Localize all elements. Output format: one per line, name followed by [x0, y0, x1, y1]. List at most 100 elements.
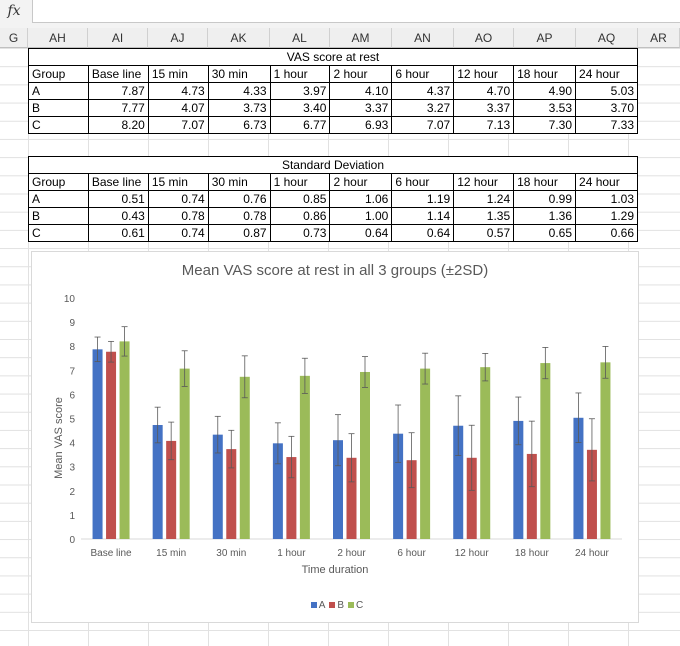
value-cell[interactable]: 8.20: [87, 116, 149, 134]
value-cell[interactable]: 6.77: [269, 116, 331, 134]
value-cell[interactable]: 1.14: [391, 207, 455, 225]
value-cell[interactable]: 0.87: [207, 224, 271, 242]
value-cell[interactable]: 3.70: [575, 99, 638, 117]
value-cell[interactable]: 1.35: [453, 207, 515, 225]
header-cell[interactable]: 1 hour: [269, 173, 331, 191]
value-cell[interactable]: 0.76: [207, 190, 271, 208]
column-header[interactable]: AO: [454, 28, 514, 48]
value-cell[interactable]: 5.03: [575, 82, 638, 100]
value-cell[interactable]: 0.78: [207, 207, 271, 225]
value-cell[interactable]: 0.43: [87, 207, 149, 225]
value-cell[interactable]: 7.07: [391, 116, 455, 134]
group-cell[interactable]: B: [28, 207, 89, 225]
value-cell[interactable]: 0.73: [269, 224, 331, 242]
value-cell[interactable]: 3.27: [391, 99, 455, 117]
value-cell[interactable]: 0.78: [147, 207, 209, 225]
header-cell[interactable]: 6 hour: [391, 173, 455, 191]
value-cell[interactable]: 0.74: [147, 224, 209, 242]
value-cell[interactable]: 3.37: [329, 99, 393, 117]
value-cell[interactable]: 6.73: [207, 116, 271, 134]
column-header[interactable]: AR: [638, 28, 680, 48]
value-cell[interactable]: 0.74: [147, 190, 209, 208]
value-cell[interactable]: 4.37: [391, 82, 455, 100]
header-cell[interactable]: 24 hour: [575, 65, 638, 83]
value-cell[interactable]: 1.06: [329, 190, 393, 208]
column-header[interactable]: AP: [514, 28, 576, 48]
header-cell[interactable]: 6 hour: [391, 65, 455, 83]
value-cell[interactable]: 7.87: [87, 82, 149, 100]
group-cell[interactable]: B: [28, 99, 89, 117]
group-cell[interactable]: A: [28, 190, 89, 208]
header-cell[interactable]: 30 min: [207, 173, 271, 191]
value-cell[interactable]: 0.99: [513, 190, 577, 208]
value-cell[interactable]: 3.73: [207, 99, 271, 117]
column-header[interactable]: AJ: [148, 28, 208, 48]
y-tick-label: 3: [69, 463, 75, 474]
header-cell[interactable]: 24 hour: [575, 173, 638, 191]
value-cell[interactable]: 4.70: [453, 82, 515, 100]
header-cell[interactable]: Group: [28, 65, 89, 83]
header-cell[interactable]: Base line: [87, 173, 149, 191]
value-cell[interactable]: 4.07: [147, 99, 209, 117]
value-cell[interactable]: 0.57: [453, 224, 515, 242]
column-header[interactable]: AQ: [576, 28, 638, 48]
value-cell[interactable]: 0.66: [575, 224, 638, 242]
value-cell[interactable]: 7.30: [513, 116, 577, 134]
value-cell[interactable]: 4.90: [513, 82, 577, 100]
header-cell[interactable]: 18 hour: [513, 173, 577, 191]
header-cell[interactable]: 1 hour: [269, 65, 331, 83]
header-cell[interactable]: Base line: [87, 65, 149, 83]
group-cell[interactable]: A: [28, 82, 89, 100]
value-cell[interactable]: 0.64: [329, 224, 393, 242]
value-cell[interactable]: 7.07: [147, 116, 209, 134]
chart-area[interactable]: Mean VAS score at rest in all 3 groups (…: [31, 251, 639, 623]
value-cell[interactable]: 7.77: [87, 99, 149, 117]
value-cell[interactable]: 3.37: [453, 99, 515, 117]
value-cell[interactable]: 1.36: [513, 207, 577, 225]
group-cell[interactable]: C: [28, 224, 89, 242]
value-cell[interactable]: 4.33: [207, 82, 271, 100]
value-cell[interactable]: 4.73: [147, 82, 209, 100]
value-cell[interactable]: 0.86: [269, 207, 331, 225]
plot-area: 0 1 2 3 4 5 6 7 8 9 10 Base line 15 min 30 min 1 hour 2…: [64, 294, 622, 559]
table-caption[interactable]: VAS score at rest: [28, 48, 638, 66]
column-header[interactable]: AK: [208, 28, 270, 48]
header-cell[interactable]: 15 min: [147, 173, 209, 191]
header-cell[interactable]: 2 hour: [329, 173, 393, 191]
value-cell[interactable]: 6.93: [329, 116, 393, 134]
value-cell[interactable]: 3.53: [513, 99, 577, 117]
header-cell[interactable]: 12 hour: [453, 65, 515, 83]
table-caption[interactable]: Standard Deviation: [28, 156, 638, 174]
value-cell[interactable]: 4.10: [329, 82, 393, 100]
header-cell[interactable]: 30 min: [207, 65, 271, 83]
value-cell[interactable]: 1.03: [575, 190, 638, 208]
value-cell[interactable]: 1.00: [329, 207, 393, 225]
fx-icon[interactable]: fx: [7, 3, 21, 19]
value-cell[interactable]: 3.97: [269, 82, 331, 100]
value-cell[interactable]: 1.24: [453, 190, 515, 208]
column-header[interactable]: AH: [28, 28, 88, 48]
header-cell[interactable]: 15 min: [147, 65, 209, 83]
column-header[interactable]: AI: [88, 28, 148, 48]
value-cell[interactable]: 1.19: [391, 190, 455, 208]
value-cell[interactable]: 7.13: [453, 116, 515, 134]
header-cell[interactable]: 12 hour: [453, 173, 515, 191]
value-cell[interactable]: 3.40: [269, 99, 331, 117]
column-header[interactable]: G: [0, 28, 28, 48]
value-cell[interactable]: 0.64: [391, 224, 455, 242]
value-cell[interactable]: 0.51: [87, 190, 149, 208]
header-cell[interactable]: 2 hour: [329, 65, 393, 83]
value-cell[interactable]: 7.33: [575, 116, 638, 134]
column-header[interactable]: AM: [330, 28, 392, 48]
header-cell[interactable]: 18 hour: [513, 65, 577, 83]
formula-input[interactable]: [32, 0, 680, 23]
header-cell[interactable]: Group: [28, 173, 89, 191]
y-tick-label: 7: [69, 366, 75, 377]
column-header[interactable]: AN: [392, 28, 454, 48]
value-cell[interactable]: 0.85: [269, 190, 331, 208]
column-header[interactable]: AL: [270, 28, 330, 48]
value-cell[interactable]: 0.65: [513, 224, 577, 242]
value-cell[interactable]: 0.61: [87, 224, 149, 242]
value-cell[interactable]: 1.29: [575, 207, 638, 225]
group-cell[interactable]: C: [28, 116, 89, 134]
